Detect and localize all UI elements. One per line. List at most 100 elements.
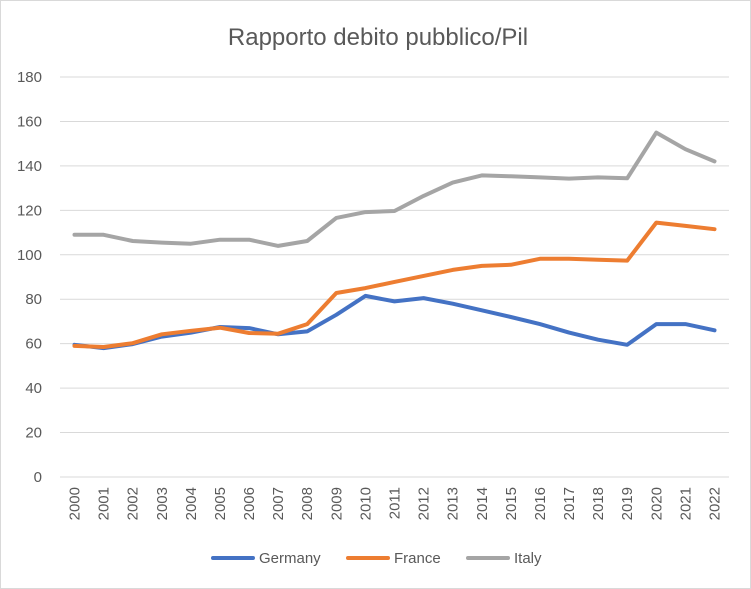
data-point-germany: [364, 295, 366, 297]
x-tick-label: 2015: [503, 487, 520, 520]
gridlines: [60, 76, 729, 478]
data-point-italy: [568, 178, 570, 180]
x-tick-label: 2001: [96, 487, 113, 520]
data-point-france: [684, 225, 686, 227]
data-point-italy: [714, 160, 715, 162]
data-point-italy: [423, 195, 425, 197]
data-point-italy: [190, 243, 192, 245]
data-point-italy: [161, 242, 163, 244]
data-point-france: [161, 333, 163, 335]
data-point-germany: [423, 297, 425, 299]
x-tick-label: 2013: [445, 487, 462, 520]
x-tick-label: 2019: [619, 487, 636, 520]
legend: Germany France Italy: [211, 550, 542, 567]
data-point-france: [714, 228, 715, 230]
data-point-france: [394, 281, 395, 283]
chart-title: Rapporto debito pubblico/Pil: [228, 24, 528, 51]
data-point-italy: [626, 177, 628, 179]
data-point-france: [219, 327, 221, 329]
x-tick-label: 2004: [183, 487, 200, 520]
data-point-italy: [364, 211, 366, 213]
legend-label-italy: Italy: [514, 550, 542, 567]
y-tick-label: 120: [17, 202, 42, 219]
x-tick-label: 2009: [328, 487, 345, 520]
data-point-germany: [306, 330, 308, 332]
y-tick-label: 180: [17, 69, 42, 86]
data-point-italy: [597, 176, 599, 178]
x-tick-label: 2021: [677, 487, 694, 520]
y-tick-label: 100: [17, 247, 42, 264]
data-point-italy: [335, 217, 337, 219]
data-point-italy: [394, 210, 395, 212]
data-point-germany: [539, 323, 541, 325]
legend-label-france: France: [394, 550, 441, 567]
y-tick-label: 20: [25, 425, 42, 442]
series-line-italy: [72, 130, 717, 248]
data-point-france: [510, 264, 512, 266]
data-point-france: [597, 259, 599, 261]
data-point-germany: [684, 323, 686, 325]
series-lines: [72, 130, 717, 351]
data-point-france: [481, 265, 483, 267]
data-point-france: [364, 287, 366, 289]
data-point-germany: [335, 314, 337, 316]
x-tick-label: 2010: [357, 487, 374, 520]
y-tick-label: 0: [34, 469, 42, 486]
x-tick-label: 2011: [387, 487, 404, 519]
x-tick-label: 2007: [270, 487, 287, 520]
y-tick-label: 80: [25, 291, 42, 308]
x-tick-label: 2020: [648, 487, 665, 520]
y-tick-label: 60: [25, 336, 42, 353]
data-point-france: [626, 260, 628, 262]
y-tick-label: 40: [25, 380, 42, 397]
data-point-germany: [626, 344, 628, 346]
data-point-italy: [306, 240, 308, 242]
legend-label-germany: Germany: [259, 550, 321, 567]
data-point-italy: [481, 174, 483, 176]
data-point-germany: [452, 303, 454, 305]
data-point-france: [190, 330, 192, 332]
x-tick-label: 2003: [154, 487, 171, 520]
data-point-italy: [452, 182, 454, 184]
data-point-france: [132, 342, 134, 344]
x-tick-label: 2022: [706, 487, 723, 520]
data-point-germany: [568, 332, 570, 334]
x-tick-label: 2008: [299, 487, 316, 520]
data-point-germany: [510, 316, 512, 318]
x-tick-label: 2016: [532, 487, 549, 520]
y-tick-label: 140: [17, 158, 42, 175]
y-axis-ticks: 0 20 40 60 80 100 120 140 160 180: [17, 69, 42, 486]
data-point-italy: [539, 176, 541, 178]
data-point-france: [568, 258, 570, 260]
data-point-italy: [655, 132, 657, 134]
x-axis-ticks: 2000 2001 2002 2003 2004 2005 2006 2007 2008 2009…: [67, 487, 724, 520]
data-point-italy: [510, 175, 512, 177]
data-point-germany: [248, 327, 250, 329]
data-point-italy: [684, 148, 686, 150]
data-point-france: [277, 333, 279, 335]
data-point-germany: [714, 329, 715, 331]
x-tick-label: 2014: [474, 487, 491, 520]
data-point-france: [74, 345, 75, 347]
data-point-france: [452, 269, 454, 271]
data-point-italy: [219, 239, 221, 241]
x-tick-label: 2006: [241, 487, 258, 520]
data-point-germany: [394, 300, 395, 302]
data-point-italy: [132, 240, 134, 242]
x-tick-label: 2012: [416, 487, 433, 520]
data-point-france: [423, 275, 425, 277]
data-point-germany: [597, 339, 599, 341]
data-point-italy: [248, 239, 250, 241]
data-point-france: [248, 332, 250, 334]
data-point-france: [539, 258, 541, 260]
data-point-france: [306, 323, 308, 325]
data-point-france: [655, 222, 657, 224]
x-tick-label: 2002: [125, 487, 142, 520]
data-point-italy: [74, 234, 75, 236]
x-tick-label: 2018: [590, 487, 607, 520]
y-tick-label: 160: [17, 113, 42, 130]
data-point-france: [335, 292, 337, 294]
data-point-germany: [655, 323, 657, 325]
